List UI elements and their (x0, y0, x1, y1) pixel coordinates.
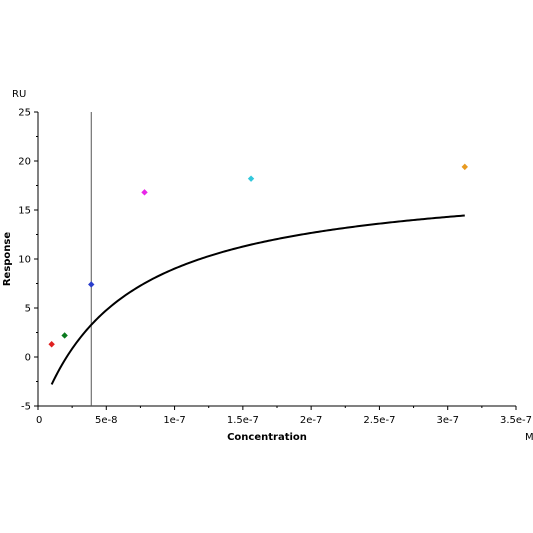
y-axis-title: Response (2, 232, 13, 287)
y-tick-label: -5 (21, 402, 31, 413)
y-tick-label: 5 (25, 304, 31, 315)
data-point (461, 163, 468, 171)
data-point (48, 341, 55, 348)
x-tick-label: 1e-7 (163, 415, 186, 426)
x-tick-label: 5e-8 (95, 415, 118, 426)
x-axis-title: Concentration (227, 432, 307, 443)
y-tick-label: 10 (18, 255, 31, 266)
fit-curve-group (50, 214, 465, 385)
tick-labels: -5 0 5 10 15 20 25 0 5e-8 1e-7 1.5e-7 2e-7 2.5e-7 3e-… (18, 108, 532, 427)
x-tick-label: 1.5e-7 (227, 415, 259, 426)
data-point (61, 332, 68, 339)
data-point (247, 175, 255, 182)
x-unit-label: M (525, 432, 533, 443)
x-tick-label: 2e-7 (300, 415, 323, 426)
x-tick-label: 0 (36, 415, 42, 426)
y-tick-label: 15 (18, 206, 31, 217)
y-tick-label: 20 (18, 157, 31, 168)
fit-curve (50, 214, 465, 385)
y-unit-label: RU (12, 89, 26, 100)
data-points (48, 163, 468, 348)
data-point (141, 189, 148, 196)
y-tick-label: 25 (18, 108, 31, 119)
data-point (88, 281, 95, 288)
x-tick-label: 3.5e-7 (500, 415, 532, 426)
y-tick-label: 0 (25, 353, 31, 364)
x-tick-label: 2.5e-7 (363, 415, 395, 426)
axes (34, 111, 517, 410)
x-tick-label: 3e-7 (436, 415, 459, 426)
